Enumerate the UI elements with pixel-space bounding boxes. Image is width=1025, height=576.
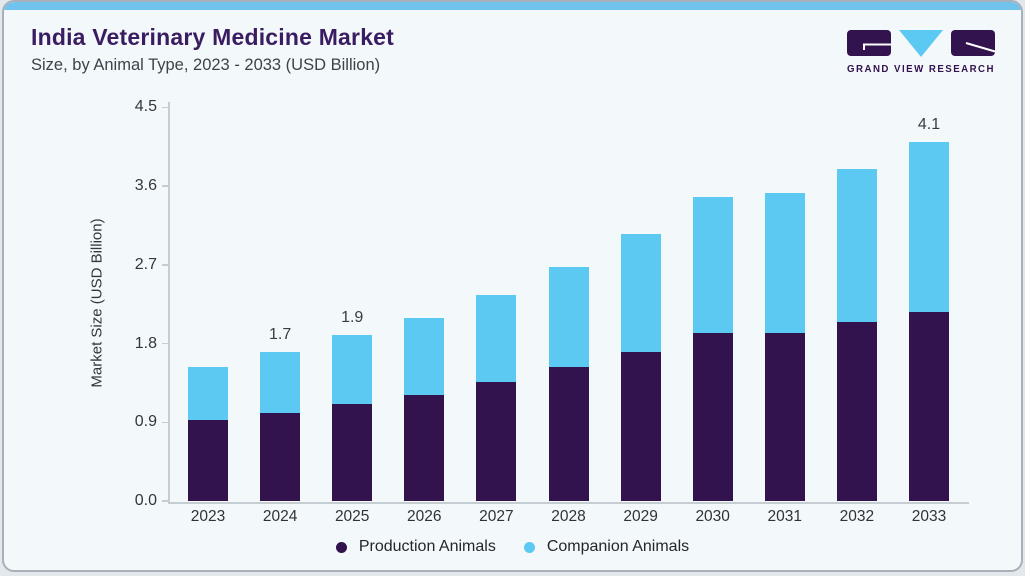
bar-segment-production-animals-2025: [332, 403, 373, 501]
x-tick-label-2027: 2027: [479, 508, 514, 525]
bar-segment-production-animals-2028: [548, 367, 589, 501]
x-tick-label-2031: 2031: [767, 508, 803, 525]
x-tick-label-2024: 2024: [262, 508, 298, 525]
page-title: India Veterinary Medicine Market: [31, 24, 395, 50]
y-tick-mark: [162, 264, 168, 266]
bar-segment-companion-animals-2031: [764, 193, 805, 333]
x-tick-label-2033: 2033: [911, 508, 947, 525]
legend-dot-icon: [335, 541, 347, 553]
legend-label: Companion Animals: [546, 538, 690, 555]
y-axis-title: Market Size (USD Billion): [88, 218, 106, 388]
y-tick-mark: [162, 185, 168, 187]
bar-segment-production-animals-2030: [692, 333, 733, 501]
grand-view-research-logo-icon: GRAND VIEW RESEARCH: [847, 30, 996, 74]
bar-segment-companion-animals-2028: [548, 266, 589, 368]
x-tick-label-2023: 2023: [190, 508, 226, 525]
bar-segment-companion-animals-2027: [476, 294, 517, 382]
legend: Production Animals Companion Animals: [4, 538, 1021, 556]
bar-segment-production-animals-2032: [836, 321, 877, 501]
y-tick-label: 0.9: [134, 413, 157, 431]
y-tick-mark: [162, 500, 168, 502]
bar-segment-companion-animals-2024: [260, 352, 301, 413]
y-tick-label: 4.5: [134, 98, 157, 116]
bar-total-label-2025: 1.9: [341, 308, 364, 326]
y-tick-mark: [162, 342, 168, 345]
x-tick-label-2029: 2029: [623, 508, 658, 525]
x-tick-label-2032: 2032: [839, 508, 875, 525]
y-tick-label: 3.6: [134, 177, 157, 194]
bar-segment-companion-animals-2025: [332, 334, 373, 404]
bar-segment-production-animals-2027: [476, 382, 517, 501]
bar-segment-companion-animals-2030: [692, 196, 733, 333]
x-axis-line: [168, 502, 969, 504]
y-tick-mark: [162, 421, 168, 423]
bar-segment-companion-animals-2032: [836, 169, 877, 322]
bar-segment-companion-animals-2033: [909, 142, 949, 312]
x-tick-label-2030: 2030: [695, 508, 730, 525]
bar-segment-production-animals-2033: [909, 312, 949, 501]
y-tick-label: 1.8: [134, 334, 157, 352]
bar-segment-companion-animals-2029: [620, 234, 661, 353]
page-subtitle: Size, by Animal Type, 2023 - 2033 (USD B…: [31, 56, 381, 74]
legend-item-production-animals: Production Animals: [335, 538, 496, 556]
legend-label: Production Animals: [358, 538, 496, 555]
bar-segment-production-animals-2031: [764, 333, 805, 501]
accent-top-strip: [4, 2, 1021, 10]
x-tick-label-2026: 2026: [407, 508, 442, 525]
y-axis-line: [168, 102, 170, 502]
bar-segment-companion-animals-2026: [404, 318, 445, 396]
logo-brand-text: GRAND VIEW RESEARCH: [847, 63, 995, 74]
stacked-bar-chart: Market Size (USD Billion) 0.0 0.9 1.8 2.7 3.…: [4, 2, 1021, 570]
bar-total-label-2024: 1.7: [268, 326, 292, 344]
y-tick-label: 0.0: [134, 492, 157, 509]
bar-segment-production-animals-2024: [260, 412, 301, 501]
y-tick-label: 2.7: [134, 255, 157, 273]
legend-item-companion-animals: Companion Animals: [523, 538, 690, 556]
bar-segment-production-animals-2023: [188, 419, 228, 501]
bar-segment-companion-animals-2023: [188, 367, 228, 420]
legend-dot-icon: [523, 541, 535, 553]
x-tick-label-2028: 2028: [551, 508, 586, 525]
y-tick-mark: [162, 106, 168, 108]
bar-total-label-2033: 4.1: [917, 116, 941, 134]
bar-segment-production-animals-2029: [620, 352, 661, 501]
x-tick-label-2025: 2025: [334, 508, 370, 525]
bar-segment-production-animals-2026: [404, 395, 445, 501]
